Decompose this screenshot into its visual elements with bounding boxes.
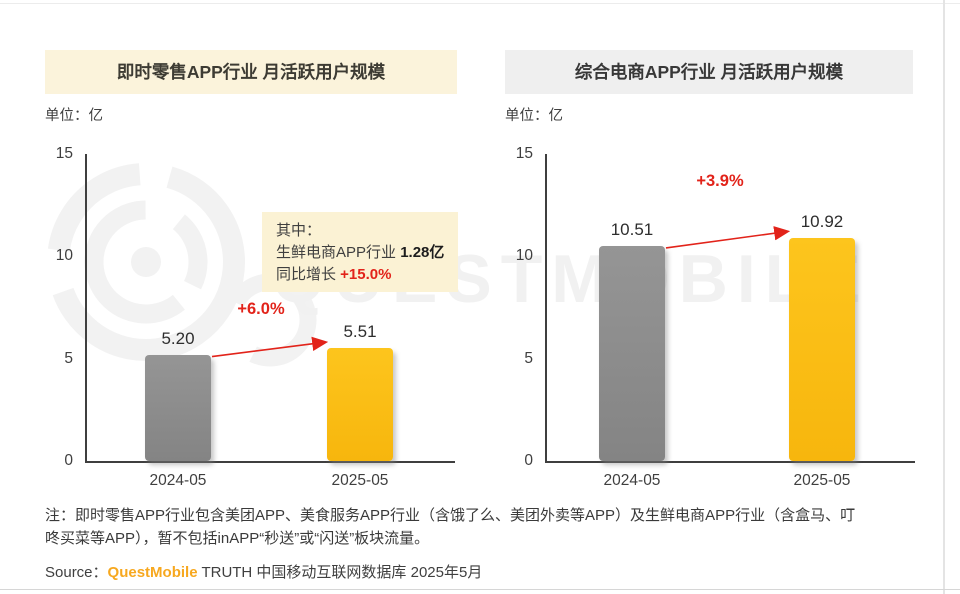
source-prefix: Source： (45, 564, 108, 581)
y-axis-tick-label: 10 (515, 247, 533, 265)
bar-2024-05 (145, 354, 211, 461)
yoy-growth-label: +6.0% (237, 300, 285, 318)
source-line: Source：QuestMobile TRUTH 中国移动互联网数据库 2025… (45, 561, 482, 582)
source-brand: QuestMobile (107, 564, 198, 581)
yoy-growth-label: +3.9% (696, 172, 744, 190)
y-axis-tick-label: 0 (524, 452, 533, 469)
fresh-ecommerce-callout: 其中： 生鲜电商APP行业 1.28亿 同比增长 +15.0% (262, 212, 458, 292)
y-axis-tick-label: 0 (64, 452, 73, 469)
questmobile-logo-watermark (47, 163, 317, 367)
callout-intro: 其中： (276, 222, 322, 239)
x-axis-line (545, 461, 915, 463)
footnote: 注：即时零售APP行业包含美团APP、美食服务APP行业（含饿了么、美团外卖等A… (45, 504, 930, 550)
x-axis-category-label: 2025-05 (793, 472, 851, 489)
x-axis-category-label: 2024-05 (149, 472, 207, 489)
bar-value-label: 10.51 (610, 219, 654, 239)
y-axis-tick-label: 5 (524, 349, 533, 367)
bottom-divider (0, 589, 960, 590)
bar-2025-05 (327, 348, 393, 461)
y-axis-line (85, 154, 87, 462)
x-axis-category-label: 2024-05 (603, 472, 661, 489)
callout-industry: 生鲜电商APP行业 (276, 244, 401, 261)
y-axis-tick-label: 5 (64, 349, 73, 367)
y-axis-tick-label: 15 (55, 145, 73, 162)
source-rest: TRUTH 中国移动互联网数据库 2025年5月 (197, 564, 483, 581)
y-axis-line (545, 154, 547, 462)
x-axis-category-label: 2025-05 (331, 472, 389, 489)
bar-value-label: 5.51 (343, 322, 377, 342)
y-axis-tick-label: 10 (55, 247, 73, 265)
x-axis-line (85, 461, 455, 463)
bar-2025-05 (789, 237, 855, 461)
callout-value: 1.28亿 (400, 244, 445, 261)
footnote-line-1: 注：即时零售APP行业包含美团APP、美食服务APP行业（含饿了么、美团外卖等A… (45, 507, 856, 524)
callout-growth-line: 同比增长 +15.0% (276, 264, 458, 286)
callout-growth-prefix: 同比增长 (276, 266, 341, 283)
chart-title-ecommerce: 综合电商APP行业 月活跃用户规模 (505, 50, 913, 94)
callout-growth-value: +15.0% (340, 266, 392, 283)
right-hairline (943, 0, 945, 594)
top-hairline (0, 3, 960, 4)
footnote-line-2: 咚买菜等APP），暂不包括inAPP“秒送”或“闪送”板块流量。 (45, 530, 430, 547)
unit-label-right: 单位：亿 (505, 108, 563, 124)
y-axis-tick-label: 15 (515, 145, 533, 162)
chart-title-instant-retail: 即时零售APP行业 月活跃用户规模 (45, 50, 457, 94)
callout-industry-line: 生鲜电商APP行业 1.28亿 (276, 242, 458, 264)
unit-label-left: 单位：亿 (45, 108, 103, 124)
bar-value-label: 5.20 (161, 328, 195, 348)
bar-2024-05 (599, 245, 665, 461)
bar-value-label: 10.92 (800, 211, 844, 231)
